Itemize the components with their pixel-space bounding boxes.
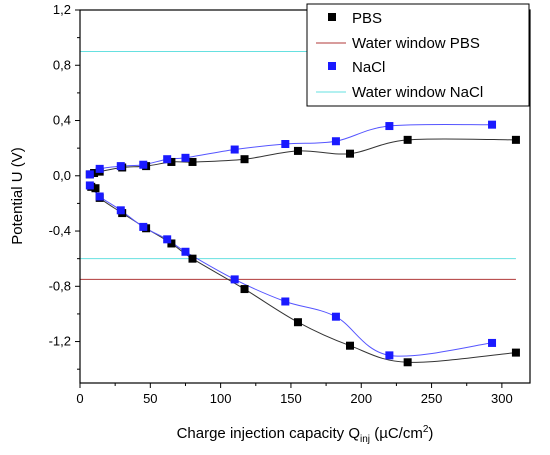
y-tick-label: -0,8: [49, 278, 71, 293]
pbs-anodic-curve: [89, 138, 516, 175]
y-axis-title: Potential U (V): [9, 147, 26, 245]
nacl-anodic-point: [139, 160, 148, 169]
pbs-cathodic-point: [511, 348, 520, 357]
pbs-cathodic-point: [293, 318, 302, 327]
x-tick-label: 100: [210, 391, 232, 406]
nacl-cathodic-curve: [89, 185, 493, 357]
pbs-cathodic-point: [188, 254, 197, 263]
y-tick-label: 0,0: [53, 168, 71, 183]
y-tick-label: -0,4: [49, 223, 71, 238]
pbs-anodic-point: [167, 157, 176, 166]
pbs-cathodic-point: [91, 184, 100, 193]
x-axis-ticks: 0 50 100 150 200 250 300: [76, 383, 513, 406]
y-tick-label: 1,2: [53, 2, 71, 17]
nacl-anodic-point: [116, 162, 125, 171]
x-tick-label: 250: [421, 391, 443, 406]
pbs-anodic-point: [511, 135, 520, 144]
pbs-cathodic-point: [167, 239, 176, 248]
nacl-cathodic-point: [488, 338, 497, 347]
pbs-anodic-point: [188, 157, 197, 166]
legend: PBS Water window PBS NaCl Water window N…: [306, 3, 530, 107]
pbs-anodic-point: [403, 135, 412, 144]
nacl-cathodic-point: [95, 192, 104, 201]
nacl-cathodic-point: [385, 351, 394, 360]
legend-marker-nacl: [328, 62, 336, 70]
legend-label-water-window-pbs: Water window PBS: [352, 35, 480, 52]
x-tick-label: 150: [280, 391, 302, 406]
nacl-anodic-point: [331, 137, 340, 146]
nacl-cathodic-point: [331, 312, 340, 321]
nacl-anodic-point: [95, 164, 104, 173]
nacl-anodic-point: [85, 170, 94, 179]
pbs-cathodic-point: [346, 341, 354, 350]
nacl-cathodic-point: [116, 206, 125, 215]
pbs-anodic-point: [293, 146, 302, 155]
nacl-anodic-point: [163, 155, 172, 164]
legend-label-pbs: PBS: [352, 10, 382, 27]
nacl-cathodic-point: [163, 235, 172, 244]
nacl-anodic-point: [230, 145, 239, 154]
x-tick-label: 0: [76, 391, 83, 406]
data-points: [85, 120, 520, 367]
nacl-anodic-point: [281, 140, 290, 149]
y-tick-label: -1,2: [49, 334, 71, 349]
nacl-cathodic-point: [281, 297, 290, 306]
legend-label-nacl: NaCl: [352, 59, 385, 76]
pbs-cathodic-point: [240, 285, 249, 294]
pbs-anodic-point: [346, 149, 354, 158]
plot-frame: [79, 9, 531, 384]
nacl-cathodic-point: [139, 222, 148, 231]
x-axis-title: Charge injection capacity Qinj (µC/cm2): [177, 424, 434, 445]
y-tick-label: 0,4: [53, 113, 71, 128]
legend-marker-pbs: [328, 13, 336, 21]
nacl-anodic-curve: [89, 123, 493, 175]
y-axis-ticks: 1,2 0,8 0,4 0,0 -0,4 -0,8 -1,2: [49, 2, 80, 370]
nacl-cathodic-point: [85, 181, 94, 190]
nacl-cathodic-point: [230, 275, 239, 284]
x-tick-label: 200: [350, 391, 372, 406]
pbs-cathodic-point: [403, 358, 412, 367]
nacl-anodic-point: [488, 120, 497, 129]
y-tick-label: 0,8: [53, 57, 71, 72]
legend-box: [306, 3, 530, 107]
pbs-anodic-point: [90, 169, 99, 178]
nacl-cathodic-point: [181, 247, 190, 256]
nacl-anodic-point: [385, 122, 394, 131]
legend-label-water-window-nacl: Water window NaCl: [352, 84, 483, 101]
x-tick-label: 50: [143, 391, 157, 406]
fit-curves: [89, 123, 516, 363]
x-tick-label: 300: [491, 391, 513, 406]
pbs-anodic-point: [240, 155, 249, 164]
pbs-cathodic-curve: [91, 186, 516, 363]
nacl-anodic-point: [181, 153, 190, 162]
